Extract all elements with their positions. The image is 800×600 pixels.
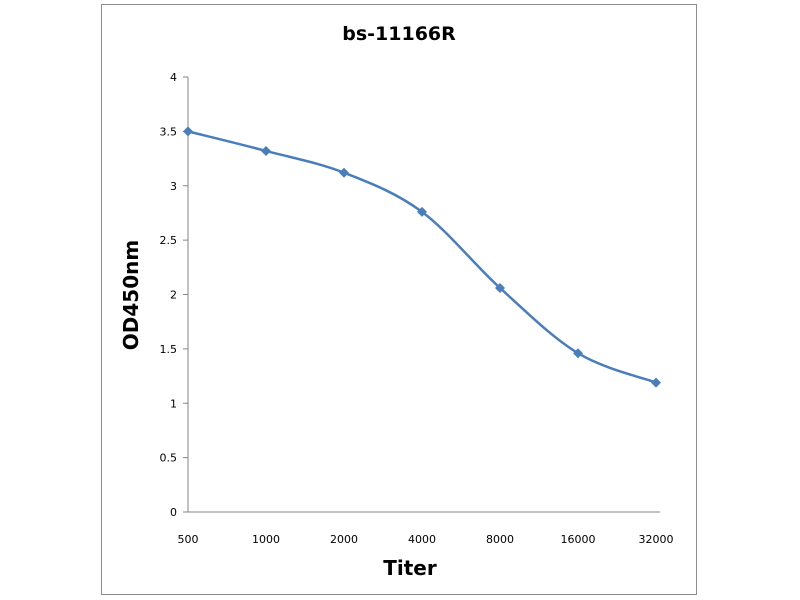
x-tick-label: 500 — [178, 533, 199, 546]
data-point-marker — [261, 145, 271, 156]
series-line — [186, 130, 658, 384]
y-tick-label: 4 — [170, 71, 177, 84]
x-tick-label: 32000 — [639, 533, 674, 546]
y-axis-ticks: 0 0.5 1 1.5 2 2.5 3 3.5 4 — [160, 71, 188, 519]
y-tick-label: 0 — [170, 506, 177, 519]
y-tick-label: 1 — [170, 397, 177, 410]
data-point-marker — [417, 206, 427, 217]
x-tick-label: 16000 — [561, 533, 596, 546]
x-axis-title: Titer — [383, 556, 437, 580]
y-tick-label: 3.5 — [160, 125, 178, 138]
data-point-marker — [573, 348, 583, 359]
y-tick-label: 2 — [170, 289, 177, 302]
data-point-marker — [651, 377, 661, 388]
y-tick-label: 1.5 — [160, 343, 178, 356]
x-tick-label: 8000 — [486, 533, 514, 546]
data-point-marker — [495, 282, 505, 293]
y-tick-label: 2.5 — [160, 234, 178, 247]
chart-frame — [101, 4, 697, 595]
x-tick-label: 1000 — [252, 533, 280, 546]
y-axis-title: OD450nm — [119, 240, 143, 350]
series-markers — [183, 126, 661, 388]
x-axis-ticks: 500 1000 2000 4000 8000 16000 32000 — [178, 533, 674, 546]
data-point-marker — [183, 126, 193, 137]
chart-title: bs-11166R — [342, 23, 456, 45]
x-tick-label: 4000 — [408, 533, 436, 546]
data-point-marker — [339, 167, 349, 178]
y-tick-label: 3 — [170, 180, 177, 193]
x-tick-label: 2000 — [330, 533, 358, 546]
y-tick-label: 0.5 — [160, 452, 178, 465]
